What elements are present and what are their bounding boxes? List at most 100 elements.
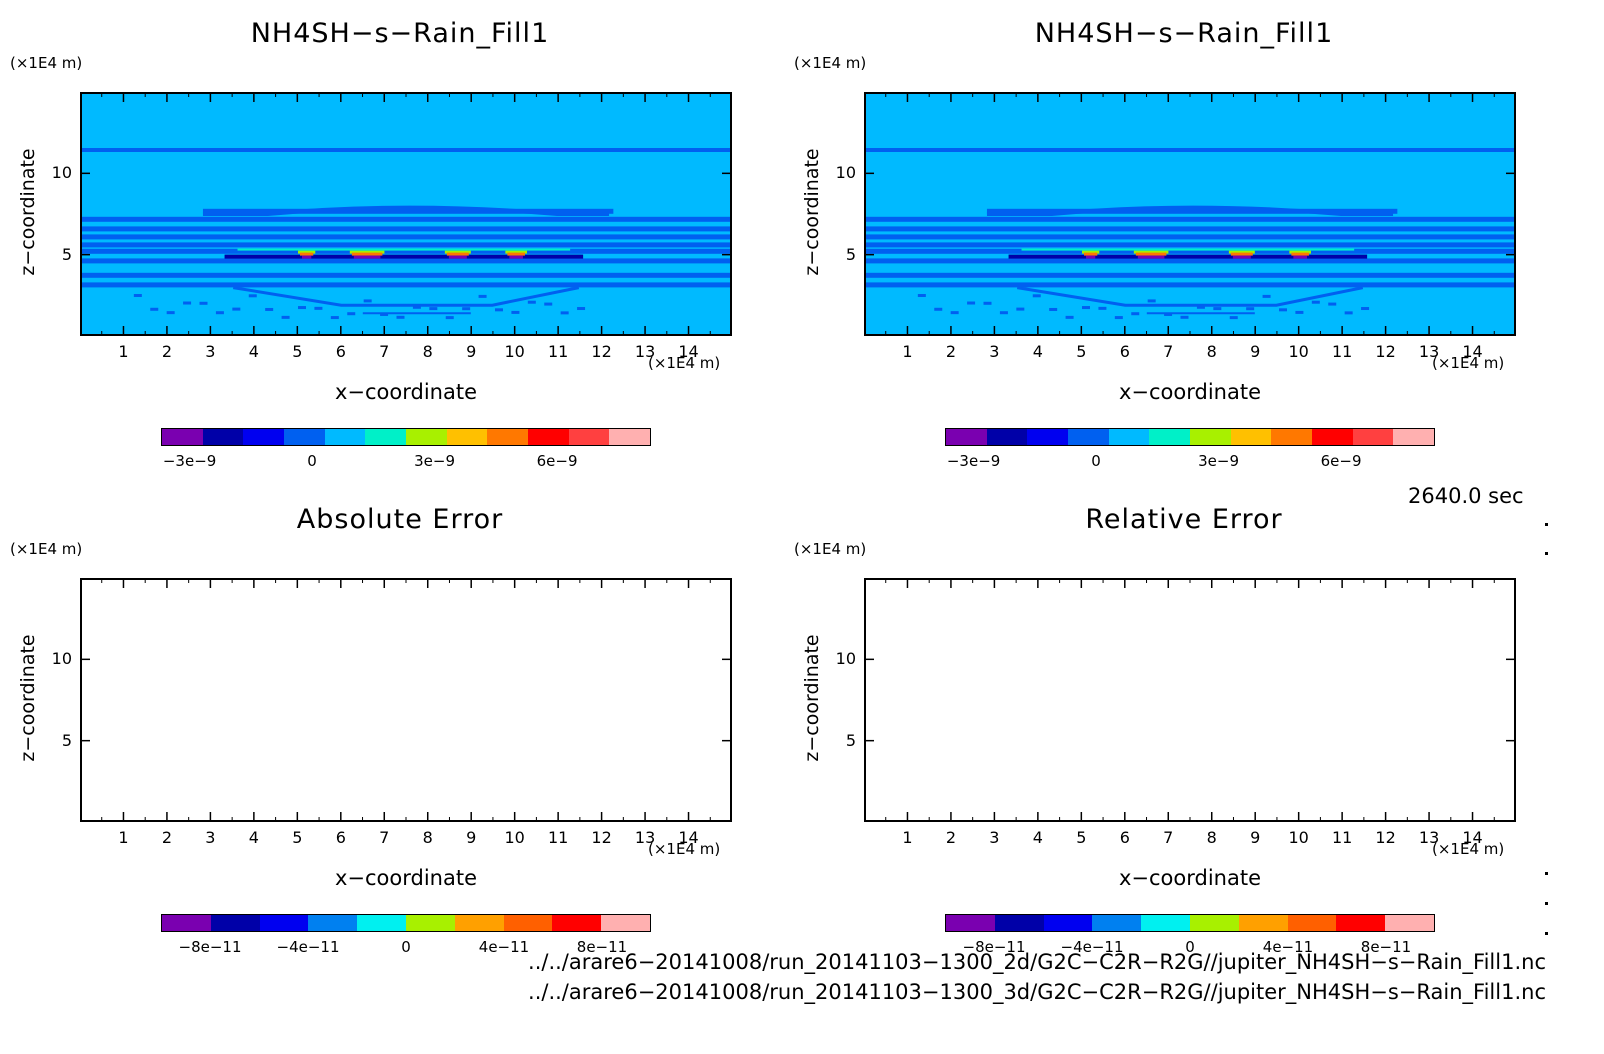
- contour-speck: [133, 294, 142, 297]
- contour-speck: [999, 311, 1008, 315]
- chart-title: Absolute Error: [296, 504, 504, 535]
- x-tick-label: 5: [292, 828, 303, 847]
- chart-title: NH4SH−s−Rain_Fill1: [250, 18, 550, 49]
- contour-speck: [1229, 316, 1238, 320]
- colorbar-swatch: [1312, 429, 1353, 445]
- contour-peak: [507, 252, 525, 256]
- x-tick-label: 8: [422, 342, 433, 361]
- colorbar-swatch: [259, 915, 309, 931]
- contour-speck: [1082, 306, 1090, 310]
- colorbar-tick-label: 6e−9: [1320, 452, 1362, 470]
- x-tick-label: 3: [205, 828, 216, 847]
- contour-speck: [150, 307, 159, 311]
- contour-speck: [967, 301, 976, 305]
- colorbar-swatch: [568, 429, 610, 445]
- x-tick-label: 1: [118, 342, 129, 361]
- x-tick-label: 13: [634, 828, 656, 847]
- contour-speck: [1032, 294, 1041, 298]
- contour-line: [986, 205, 1394, 216]
- contour-band: [82, 226, 730, 232]
- contour-speck: [330, 316, 339, 320]
- x-tick-label: 9: [1250, 342, 1261, 361]
- colorbar-swatch: [405, 915, 455, 931]
- contour-speck: [934, 307, 943, 311]
- axis-ticks: [80, 92, 732, 336]
- contour-band: [1008, 254, 1368, 259]
- colorbar-swatch: [601, 915, 650, 931]
- colorbar-swatch: [1385, 915, 1434, 931]
- contour-band: [866, 148, 1514, 152]
- x-tick-label: 11: [1331, 828, 1353, 847]
- contour-speck: [232, 307, 241, 311]
- colorbar-tick-label: 8e−11: [1360, 938, 1412, 956]
- contour-speck: [1295, 310, 1304, 314]
- colorbar-swatch: [552, 915, 602, 931]
- contour-peak: [302, 255, 312, 259]
- contour-band: [986, 208, 1398, 214]
- x-tick-label: 6: [1119, 828, 1130, 847]
- colorbar-swatch: [1068, 429, 1109, 445]
- x-tick-label: 5: [1076, 828, 1087, 847]
- colorbar-swatch: [609, 429, 651, 445]
- colorbar-swatch: [1190, 429, 1231, 445]
- x-tick-label: 9: [1250, 828, 1261, 847]
- colorbar-swatch: [1336, 915, 1386, 931]
- x-tick-label: 5: [1076, 342, 1087, 361]
- colorbar-swatch: [162, 429, 203, 445]
- x-tick-label: 4: [1032, 828, 1043, 847]
- x-tick-label: 14: [678, 828, 699, 847]
- contour-speck: [248, 294, 257, 298]
- colorbar-tick-label: 0: [307, 452, 317, 470]
- marker-dot: [1545, 932, 1548, 935]
- colorbar-tick-label: 8e−11: [576, 938, 628, 956]
- contour-field: [866, 148, 1514, 320]
- contour-peak: [1289, 250, 1311, 254]
- x-tick-label: 7: [1163, 342, 1174, 361]
- axis-ticks: [864, 578, 1516, 822]
- colorbar-tick-label: 3e−9: [1198, 452, 1240, 470]
- x-tick-label: 8: [1206, 828, 1217, 847]
- colorbar-swatch: [994, 915, 1044, 931]
- colorbar-tick-label: 6e−9: [536, 452, 578, 470]
- x-tick-label: 13: [634, 342, 656, 361]
- marker-dot: [1545, 523, 1548, 526]
- contour-peak: [351, 252, 383, 256]
- contour-line: [1016, 286, 1364, 307]
- contour-speck: [1131, 312, 1140, 316]
- colorbar-swatch: [487, 429, 529, 445]
- contour-field: [82, 148, 730, 320]
- x-tick-label: 6: [335, 828, 346, 847]
- x-tick-label: 10: [504, 342, 525, 361]
- contour-peak: [1082, 250, 1100, 254]
- colorbar-tick-label: 0: [401, 938, 411, 956]
- x-tick-label: 10: [504, 828, 525, 847]
- contour-speck: [544, 302, 553, 306]
- x-tick-label: 10: [1288, 828, 1309, 847]
- marker-dot: [1545, 872, 1548, 875]
- contour-speck: [215, 311, 224, 315]
- colorbar-swatch: [1043, 915, 1093, 931]
- colorbar-tick-label: 0: [1185, 938, 1195, 956]
- x-tick-label: 7: [379, 342, 390, 361]
- contour-peak: [1137, 255, 1165, 259]
- colorbar-swatch: [202, 429, 244, 445]
- contour-peak: [1293, 255, 1307, 259]
- contour-peak: [448, 255, 467, 259]
- colorbar-swatch: [1149, 429, 1191, 445]
- contour-peak: [446, 252, 469, 256]
- x-tick-label: 3: [205, 342, 216, 361]
- colorbar: [945, 914, 1435, 932]
- colorbar-tick-label: −8e−11: [962, 938, 1026, 956]
- x-unit-label: (×1E4 m): [1432, 354, 1505, 372]
- contour-speck: [577, 307, 586, 311]
- contour-band: [866, 216, 1514, 222]
- contour-speck: [560, 311, 569, 315]
- x-tick-label: 13: [1418, 342, 1440, 361]
- x-tick-label: 7: [1163, 828, 1174, 847]
- x-unit-label: (×1E4 m): [648, 354, 721, 372]
- contour-speck: [1262, 294, 1271, 298]
- colorbar-swatch: [986, 429, 1028, 445]
- colorbar-swatch: [210, 915, 260, 931]
- colorbar: [945, 428, 1435, 446]
